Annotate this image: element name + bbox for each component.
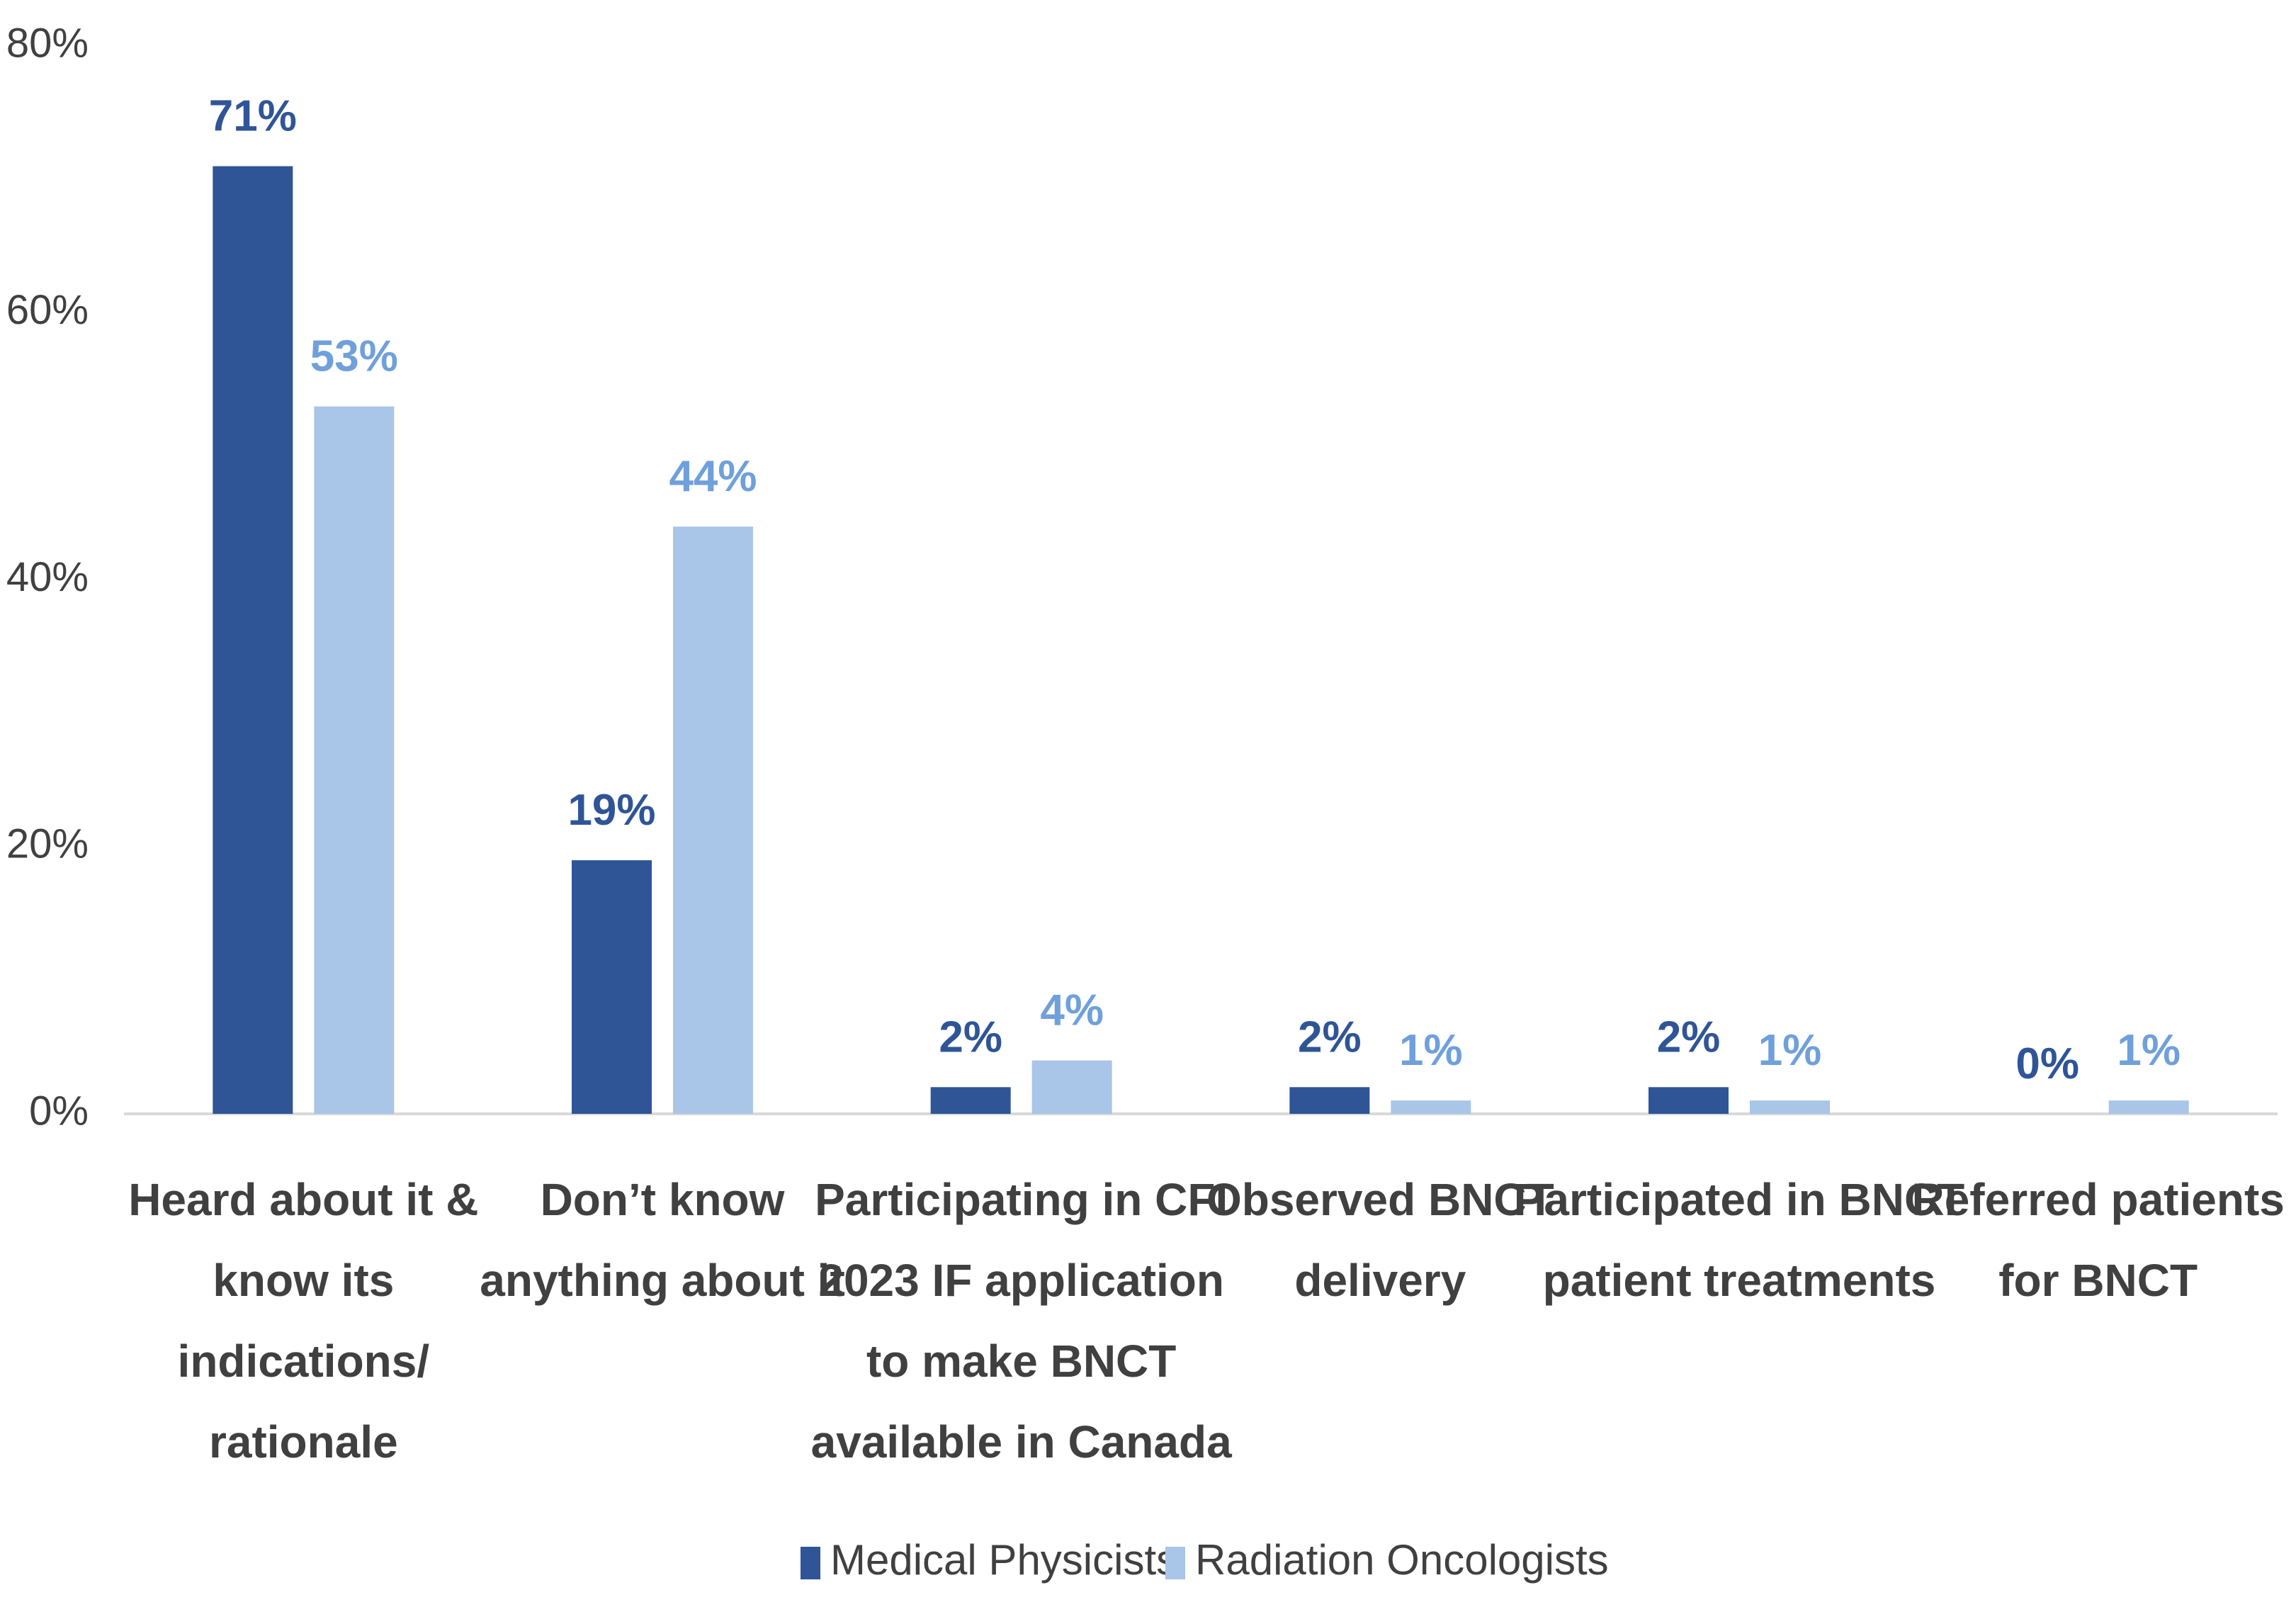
bar-radiation-oncologists xyxy=(2108,1100,2189,1114)
x-category-label-line: delivery xyxy=(1294,1255,1466,1306)
data-labels-group: 71% 19% 2% 2% 2% 0% 53% 44% 4% 1% 1% 1% xyxy=(209,92,2181,1088)
data-label-medical-physicists: 19% xyxy=(567,786,655,835)
data-label-medical-physicists: 2% xyxy=(939,1013,1002,1061)
bar-radiation-oncologists xyxy=(673,526,753,1114)
y-tick-label: 20% xyxy=(6,821,89,867)
x-category-label-line: rationale xyxy=(209,1416,398,1467)
x-category-label-line: Observed BNCT xyxy=(1206,1174,1554,1225)
x-category-label-line: available in Canada xyxy=(811,1416,1232,1467)
bar-series-group xyxy=(213,166,2189,1115)
data-label-medical-physicists: 0% xyxy=(2015,1039,2079,1088)
x-category-label-line: Heard about it & xyxy=(128,1174,478,1225)
data-label-radiation-oncologists: 1% xyxy=(1758,1026,1822,1075)
y-tick-label: 80% xyxy=(6,20,89,66)
legend-swatch-medical-physicists xyxy=(801,1547,820,1579)
legend-label-medical-physicists: Medical Physicists xyxy=(830,1536,1177,1584)
x-category-label-line: indications/ xyxy=(178,1336,430,1387)
x-category-label-line: Participating in CFI xyxy=(815,1174,1228,1225)
y-tick-label: 0% xyxy=(29,1088,89,1134)
x-category-label-line: 2023 IF application xyxy=(818,1255,1224,1306)
x-category-label-line: patient treatments xyxy=(1543,1255,1936,1306)
x-category-label-line: Participated in BNCT xyxy=(1514,1174,1965,1225)
data-label-medical-physicists: 2% xyxy=(1298,1013,1362,1061)
bar-medical-physicists xyxy=(213,166,293,1115)
x-category-label-line: for BNCT xyxy=(1998,1255,2198,1306)
x-category-label: Observed BNCT delivery xyxy=(1206,1174,1554,1306)
bar-radiation-oncologists xyxy=(1031,1060,1112,1114)
x-category-label-line: anything about it xyxy=(480,1255,845,1306)
bar-radiation-oncologists xyxy=(314,406,395,1114)
data-label-radiation-oncologists: 1% xyxy=(2117,1026,2181,1075)
x-category-label: Participating in CFI 2023 IF application t… xyxy=(811,1174,1232,1467)
x-category-label-line: Don’t know xyxy=(541,1174,785,1225)
data-label-medical-physicists: 71% xyxy=(209,92,297,141)
bar-medical-physicists xyxy=(1289,1087,1370,1114)
bar-radiation-oncologists xyxy=(1391,1100,1471,1114)
x-category-label: Participated in BNCT patient treatments xyxy=(1514,1174,1965,1306)
x-category-label-line: to make BNCT xyxy=(866,1336,1176,1387)
y-tick-label: 40% xyxy=(6,554,89,600)
x-category-label: Referred patients for BNCT xyxy=(1911,1174,2284,1306)
legend-swatch-radiation-oncologists xyxy=(1165,1547,1185,1579)
y-tick-label: 60% xyxy=(6,287,89,333)
data-label-radiation-oncologists: 44% xyxy=(669,452,757,501)
x-axis: Heard about it & know its indications/rati… xyxy=(124,1112,2285,1467)
bar-medical-physicists xyxy=(930,1087,1011,1114)
legend-label-radiation-oncologists: Radiation Oncologists xyxy=(1195,1536,1609,1584)
data-label-radiation-oncologists: 4% xyxy=(1040,986,1104,1035)
legend: Medical Physicists Radiation Oncologists xyxy=(801,1536,1609,1584)
data-label-medical-physicists: 2% xyxy=(1657,1013,1721,1061)
data-label-radiation-oncologists: 1% xyxy=(1399,1026,1463,1075)
x-category-label-line: know its xyxy=(213,1255,394,1306)
bar-medical-physicists xyxy=(572,860,652,1114)
y-axis: 0% 20% 40% 60% 80% xyxy=(6,20,89,1134)
x-category-label-line: Referred patients xyxy=(1911,1174,2284,1225)
data-label-radiation-oncologists: 53% xyxy=(310,332,398,381)
x-category-label: Heard about it & know its indications/rati… xyxy=(128,1174,478,1467)
x-category-label: Don’t know anything about it xyxy=(480,1174,845,1306)
bar-radiation-oncologists xyxy=(1750,1100,1830,1114)
bar-medical-physicists xyxy=(1649,1087,1729,1114)
